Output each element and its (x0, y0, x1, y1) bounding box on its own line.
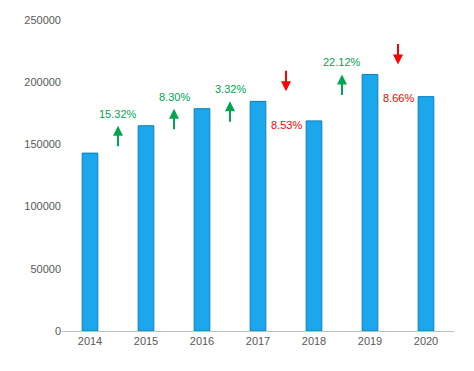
svg-text:250000: 250000 (24, 14, 61, 26)
svg-text:15.32%: 15.32% (99, 108, 137, 120)
svg-text:200000: 200000 (24, 76, 61, 88)
svg-text:3.32%: 3.32% (215, 83, 246, 95)
svg-text:0: 0 (55, 325, 61, 337)
svg-text:2015: 2015 (134, 335, 158, 347)
svg-text:2014: 2014 (78, 335, 102, 347)
svg-text:8.66%: 8.66% (383, 92, 414, 104)
svg-text:100000: 100000 (24, 200, 61, 212)
svg-text:2020: 2020 (414, 335, 438, 347)
svg-text:8.53%: 8.53% (271, 119, 302, 131)
svg-text:50000: 50000 (30, 263, 61, 275)
svg-text:2016: 2016 (190, 335, 214, 347)
svg-text:2019: 2019 (358, 335, 382, 347)
svg-text:8.30%: 8.30% (159, 91, 190, 103)
svg-text:22.12%: 22.12% (323, 56, 361, 68)
svg-text:2017: 2017 (246, 335, 270, 347)
svg-text:150000: 150000 (24, 138, 61, 150)
svg-text:2018: 2018 (302, 335, 326, 347)
